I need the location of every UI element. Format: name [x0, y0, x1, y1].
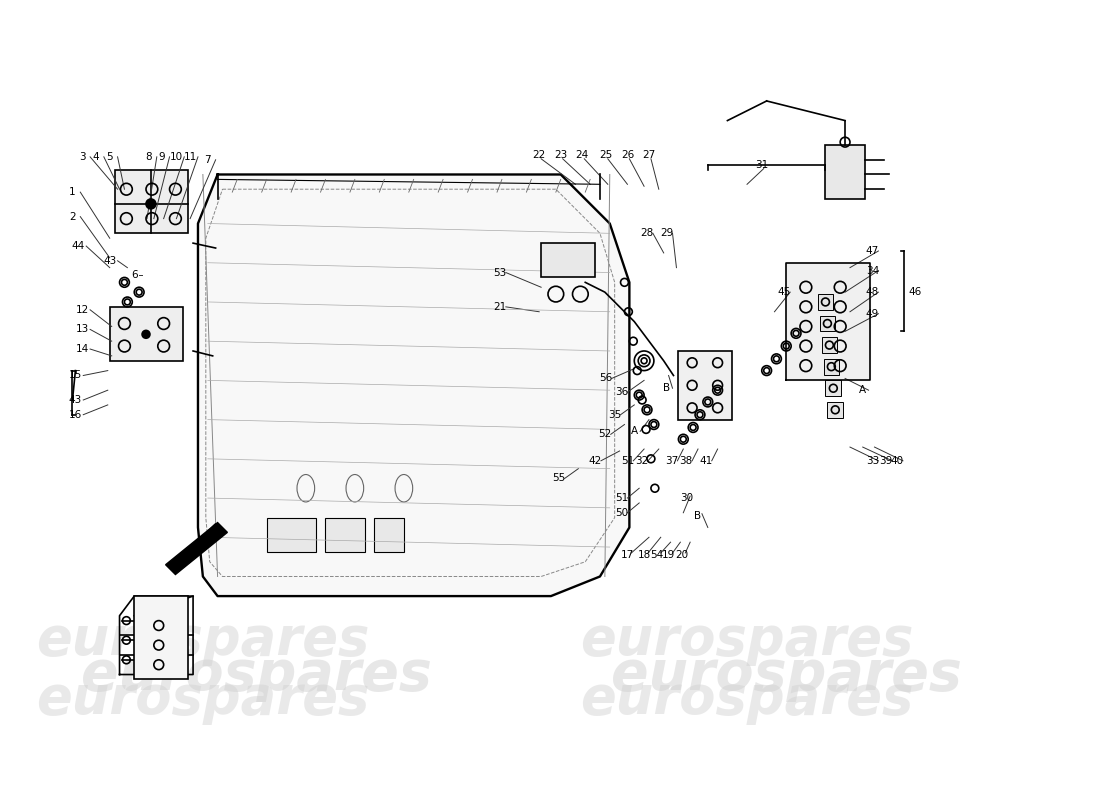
Bar — [820, 316, 835, 331]
Text: 41: 41 — [700, 456, 713, 466]
Text: 43: 43 — [69, 395, 82, 405]
Bar — [822, 338, 837, 353]
Bar — [541, 243, 595, 278]
Text: 50: 50 — [615, 508, 628, 518]
Circle shape — [146, 199, 156, 209]
Text: eurospares: eurospares — [610, 647, 961, 702]
Text: 36: 36 — [615, 387, 628, 397]
Text: 34: 34 — [866, 266, 879, 275]
Text: 12: 12 — [76, 305, 89, 314]
Text: 53: 53 — [493, 267, 507, 278]
Text: 46: 46 — [909, 287, 922, 297]
Text: 56: 56 — [600, 374, 613, 383]
Bar — [326, 518, 365, 552]
Text: 35: 35 — [608, 410, 622, 420]
Text: 16: 16 — [69, 410, 82, 420]
Bar — [114, 170, 188, 234]
Text: 25: 25 — [600, 150, 613, 160]
Bar — [134, 596, 188, 679]
Text: 21: 21 — [493, 302, 507, 312]
Polygon shape — [198, 174, 629, 596]
Text: 5: 5 — [107, 152, 113, 162]
Text: 28: 28 — [640, 228, 653, 238]
Text: 29: 29 — [660, 228, 673, 238]
Polygon shape — [786, 262, 870, 380]
Text: eurospares: eurospares — [81, 647, 432, 702]
Bar — [825, 380, 842, 396]
Text: A: A — [630, 426, 638, 436]
Text: 4: 4 — [92, 152, 99, 162]
Bar — [266, 518, 316, 552]
Text: 1: 1 — [69, 187, 76, 197]
Text: 14: 14 — [76, 344, 89, 354]
Text: 38: 38 — [680, 456, 693, 466]
Text: 40: 40 — [891, 456, 903, 466]
Text: 24: 24 — [575, 150, 589, 160]
Text: eurospares: eurospares — [581, 614, 914, 666]
Text: 45: 45 — [778, 287, 791, 297]
Text: 30: 30 — [680, 493, 693, 503]
Text: B: B — [694, 510, 702, 521]
Polygon shape — [166, 522, 228, 574]
Text: 11: 11 — [184, 152, 197, 162]
Text: 19: 19 — [662, 550, 675, 560]
Text: 33: 33 — [866, 456, 879, 466]
Text: 22: 22 — [532, 150, 546, 160]
Text: 3: 3 — [79, 152, 86, 162]
Text: 31: 31 — [755, 160, 769, 170]
Text: 51: 51 — [615, 493, 628, 503]
Text: 39: 39 — [880, 456, 893, 466]
Text: 54: 54 — [650, 550, 663, 560]
Bar — [817, 294, 834, 310]
Bar — [827, 402, 843, 418]
Text: 26: 26 — [620, 150, 634, 160]
Text: 55: 55 — [552, 474, 565, 483]
Text: 23: 23 — [554, 150, 568, 160]
Text: 43: 43 — [103, 256, 117, 266]
Text: 15: 15 — [69, 370, 82, 381]
Text: 20: 20 — [674, 550, 688, 560]
Text: 32: 32 — [636, 456, 649, 466]
Text: 27: 27 — [642, 150, 656, 160]
Text: 6: 6 — [131, 270, 138, 279]
Bar — [824, 359, 839, 374]
Text: 51: 51 — [620, 456, 634, 466]
Text: 44: 44 — [72, 241, 85, 251]
Text: 17: 17 — [620, 550, 634, 560]
Text: 8: 8 — [145, 152, 152, 162]
Text: A: A — [859, 385, 867, 395]
Text: 37: 37 — [664, 456, 679, 466]
Text: 7: 7 — [205, 154, 211, 165]
Text: eurospares: eurospares — [36, 614, 370, 666]
Text: 2: 2 — [69, 212, 76, 222]
Text: B: B — [663, 383, 670, 394]
Text: 48: 48 — [866, 287, 879, 297]
Bar — [825, 145, 865, 199]
Text: 13: 13 — [76, 325, 89, 334]
Bar — [679, 351, 733, 420]
Text: 42: 42 — [588, 456, 602, 466]
Text: 10: 10 — [169, 152, 183, 162]
Text: 52: 52 — [598, 430, 612, 439]
Text: 9: 9 — [158, 152, 165, 162]
Bar — [110, 307, 184, 361]
Bar — [374, 518, 404, 552]
Text: eurospares: eurospares — [581, 673, 914, 725]
Text: 49: 49 — [866, 309, 879, 318]
Circle shape — [142, 330, 150, 338]
Text: 47: 47 — [866, 246, 879, 256]
Text: eurospares: eurospares — [36, 673, 370, 725]
Text: 18: 18 — [638, 550, 651, 560]
